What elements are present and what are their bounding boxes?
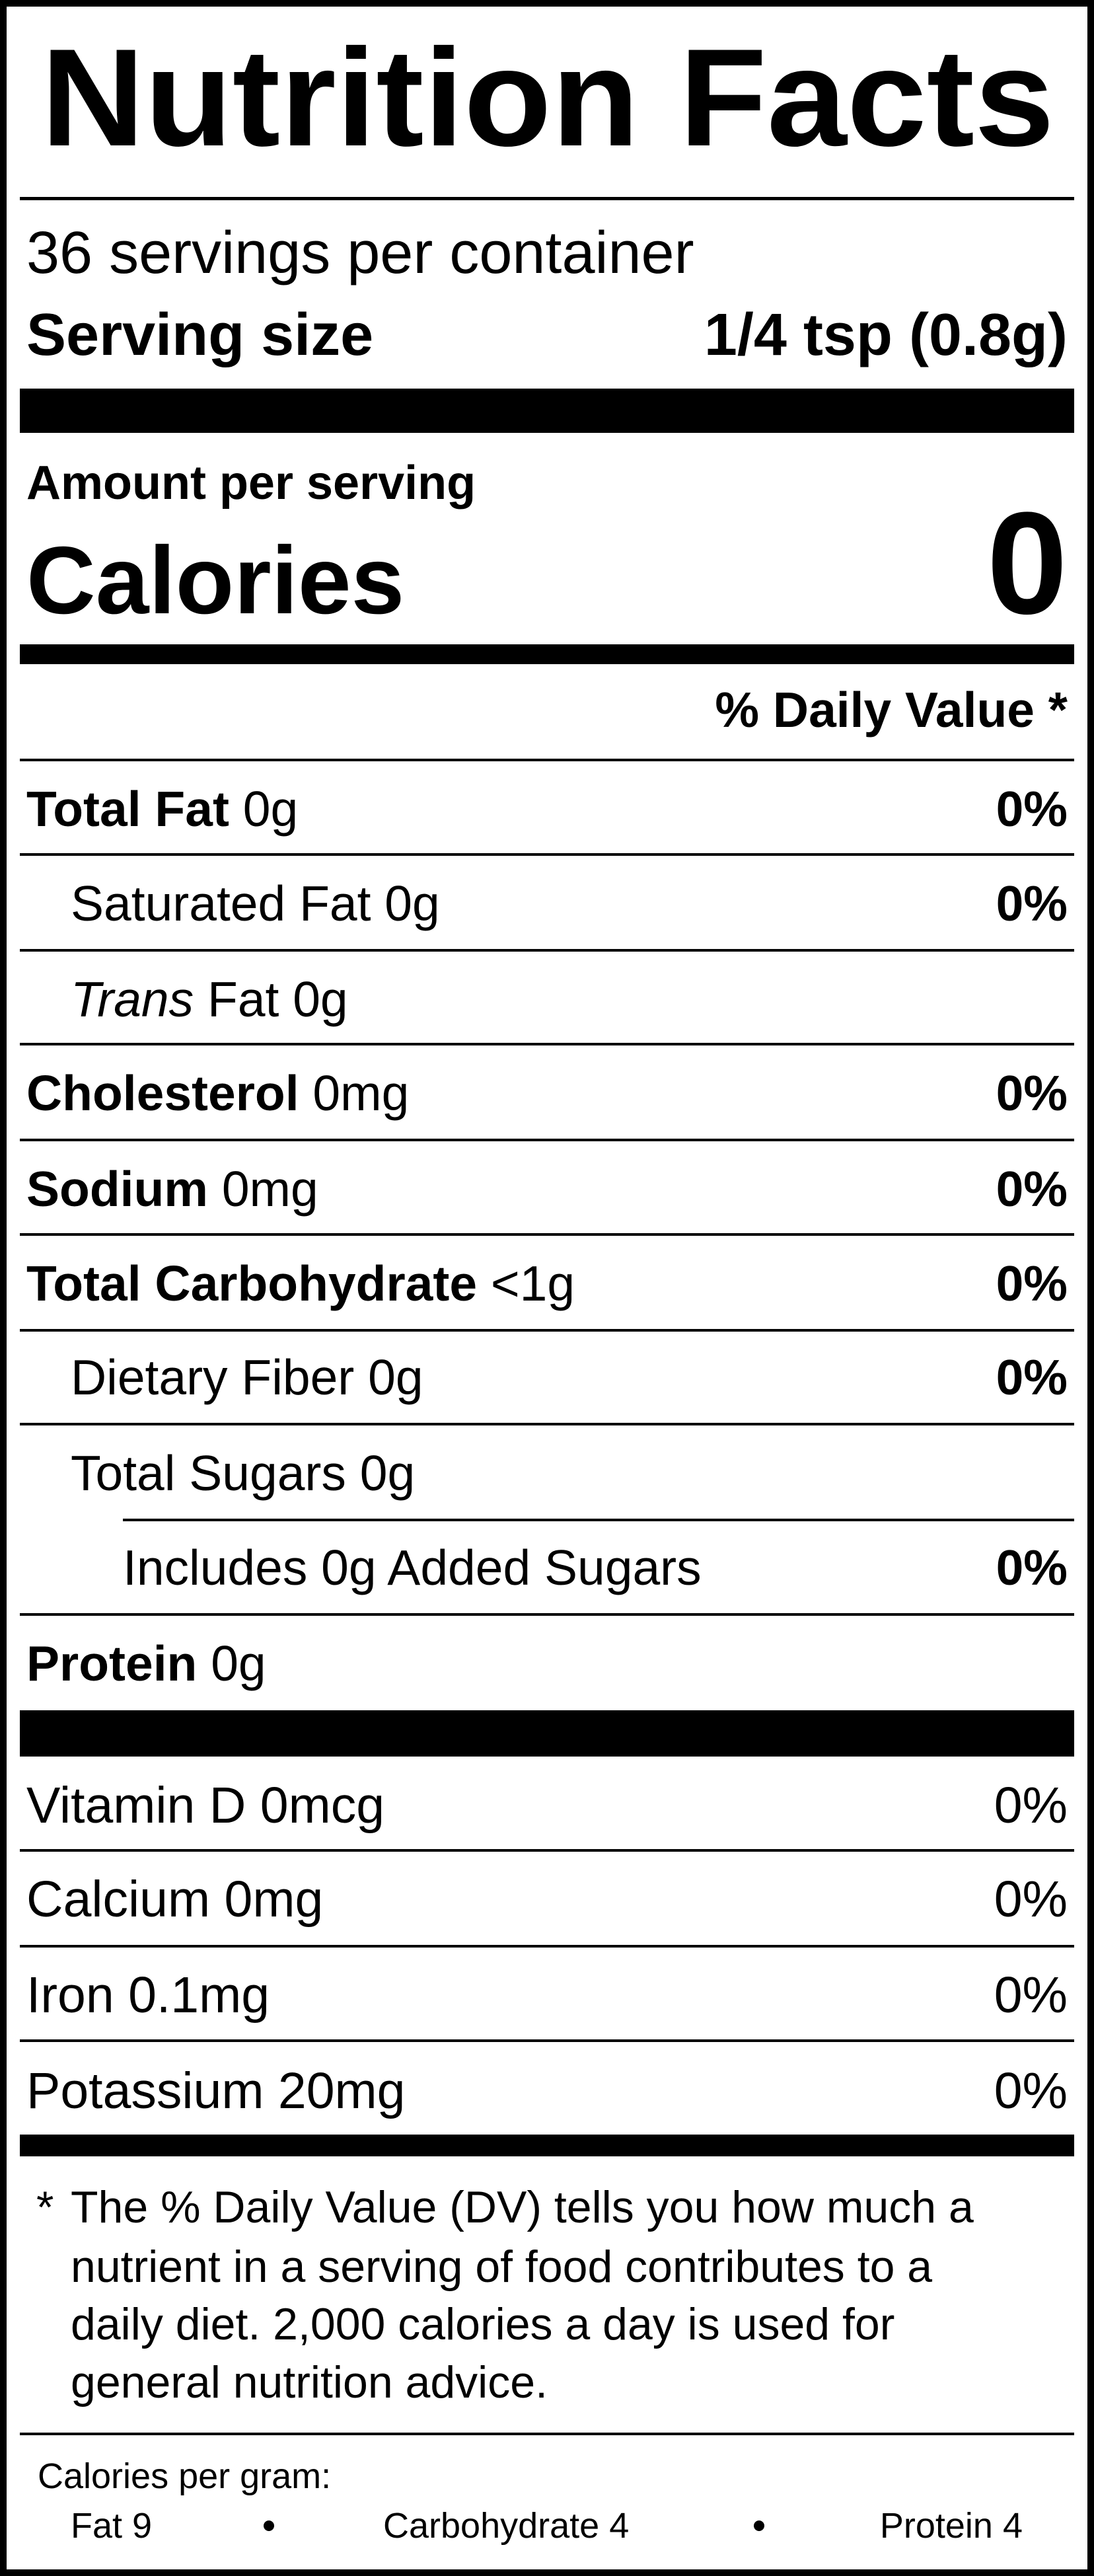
rule (20, 1945, 1074, 1948)
rule (20, 2039, 1074, 2042)
text-part: 0mg (222, 1161, 318, 1217)
text-part: Trans (71, 971, 194, 1027)
text-part: Protein (26, 1636, 197, 1691)
footnote-line: nutrient in a serving of food contribute… (71, 2242, 932, 2292)
text-part: 0g (360, 1445, 415, 1501)
text-part: Total Carbohydrate (26, 1256, 477, 1311)
daily-value: 0% (996, 1349, 1068, 1405)
nutrient-row: Includes 0g Added Sugars (123, 1540, 702, 1595)
rule (20, 759, 1074, 761)
daily-value: 0% (994, 2063, 1068, 2119)
daily-value: 0% (994, 1871, 1068, 1928)
nutrient-row: Total Carbohydrate <1g (26, 1256, 575, 1311)
servings: 36 servings per container (26, 220, 694, 286)
text-part: Fat (207, 971, 279, 1027)
rule (20, 1233, 1074, 1236)
daily-value: 0% (996, 1540, 1068, 1595)
footnote-marker: * (36, 2182, 54, 2232)
text-part: 0.1mg (128, 1967, 270, 2024)
text-part: 0g (384, 876, 439, 931)
serving-size-label: Serving size (26, 302, 373, 368)
nutrient-row: Trans Fat 0g (71, 971, 348, 1027)
text-part: Saturated Fat (71, 876, 371, 931)
rule (20, 2135, 1074, 2156)
rule (20, 1613, 1074, 1616)
footnote-line: daily diet. 2,000 calories a day is used… (71, 2299, 894, 2349)
footnote-line: The % Daily Value (DV) tells you how muc… (71, 2182, 974, 2232)
calories-value: 0 (987, 482, 1068, 644)
text-part: Sodium (26, 1161, 208, 1217)
text-part: Vitamin D (26, 1777, 246, 1834)
text-part: <1g (491, 1256, 575, 1311)
rule (20, 2433, 1074, 2435)
text-part: Iron (26, 1967, 114, 2024)
nutrient-row: Sodium 0mg (26, 1161, 318, 1217)
serving-size-value: 1/4 tsp (0.8g) (704, 302, 1068, 368)
footnote-line: general nutrition advice. (71, 2357, 548, 2407)
daily-value: 0% (996, 1065, 1068, 1121)
vitamin-row: Iron 0.1mg (26, 1967, 270, 2024)
text-part: Cholesterol (26, 1065, 299, 1121)
nutrient-row: Total Fat 0g (26, 781, 298, 837)
amount-per-serving: Amount per serving (26, 457, 476, 510)
bullet (754, 2520, 764, 2531)
daily-value-header: % Daily Value * (715, 682, 1068, 738)
rule (123, 1519, 1074, 1521)
daily-value: 0% (994, 1967, 1068, 2024)
text-part: Dietary Fiber (71, 1349, 354, 1405)
dividers (20, 759, 1074, 2435)
daily-value: 0% (996, 781, 1068, 837)
rule (20, 1849, 1074, 1852)
rule (20, 1710, 1074, 1757)
text-part: Total Sugars (71, 1445, 346, 1501)
nutrient-row: Dietary Fiber 0g (71, 1349, 423, 1405)
text-part: 0g (243, 781, 298, 837)
text-part: 0g (293, 971, 347, 1027)
text-part: 0mg (225, 1871, 324, 1928)
rule (20, 1139, 1074, 1141)
rule (20, 1329, 1074, 1332)
thick-bar (20, 389, 1074, 433)
calories-per-gram-item: Protein 4 (880, 2506, 1023, 2546)
vitamin-row: Vitamin D 0mcg (26, 1777, 384, 1834)
rule (20, 1423, 1074, 1425)
rule (20, 853, 1074, 856)
calories-per-gram-label: Calories per gram: (38, 2456, 331, 2496)
title: Nutrition Facts (41, 20, 1054, 175)
text-part: 0g (368, 1349, 423, 1405)
vitamin-row: Calcium 0mg (26, 1871, 323, 1928)
calories-per-gram-item: Fat 9 (71, 2506, 152, 2546)
calories-label: Calories (26, 527, 404, 634)
daily-value: 0% (996, 876, 1068, 931)
calories-per-gram-item: Carbohydrate 4 (383, 2506, 629, 2546)
text-part: 0g (211, 1636, 266, 1691)
text-part: Total Fat (26, 781, 229, 837)
nutrient-row: Protein 0g (26, 1636, 266, 1691)
nutrient-row: Total Sugars 0g (71, 1445, 415, 1501)
text-part: 0mg (312, 1065, 409, 1121)
rule (20, 949, 1074, 952)
nutrient-row: Cholesterol 0mg (26, 1065, 409, 1121)
bullet (264, 2520, 274, 2531)
daily-value: 0% (996, 1161, 1068, 1217)
daily-value: 0% (996, 1256, 1068, 1311)
rule (20, 1043, 1074, 1045)
nutrient-row: Saturated Fat 0g (71, 876, 440, 931)
text-part: 20mg (278, 2063, 406, 2119)
text-part: Potassium (26, 2063, 264, 2119)
daily-value: 0% (994, 1777, 1068, 1834)
divider (20, 197, 1074, 200)
medium-bar (20, 644, 1074, 664)
text-part: Calcium (26, 1871, 210, 1928)
text-part: 0mcg (260, 1777, 384, 1834)
vitamin-row: Potassium 20mg (26, 2063, 406, 2119)
